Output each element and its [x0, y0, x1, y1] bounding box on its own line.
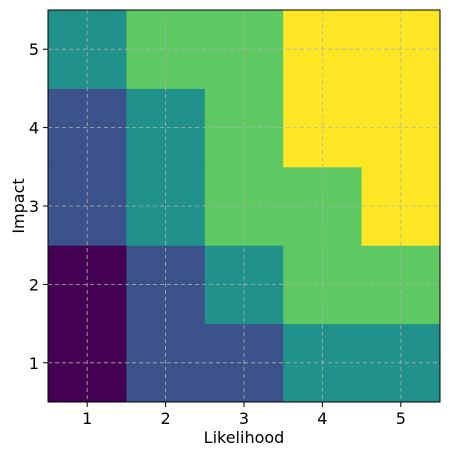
x-tick-label: 5 [396, 409, 406, 428]
y-tick-label: 2 [29, 275, 39, 294]
y-tick-label: 1 [29, 354, 39, 373]
heatmap-cell [48, 10, 127, 89]
y-axis-label: Impact [9, 178, 28, 233]
heatmap-cell [48, 88, 127, 168]
heatmap-cell [126, 88, 206, 168]
y-tick-label: 3 [29, 197, 39, 216]
x-tick-label: 4 [317, 409, 327, 428]
y-tick-label: 4 [29, 119, 39, 138]
x-tick-label: 1 [82, 409, 92, 428]
x-axis-label: Likelihood [204, 428, 285, 447]
axis-ticks: 1 2 3 4 5 1 2 3 4 5 [29, 40, 406, 428]
y-tick-label: 5 [29, 40, 39, 59]
heatmap-cell [126, 10, 206, 89]
x-tick-label: 3 [239, 409, 249, 428]
grid-lines [48, 10, 440, 402]
x-tick-label: 2 [161, 409, 171, 428]
